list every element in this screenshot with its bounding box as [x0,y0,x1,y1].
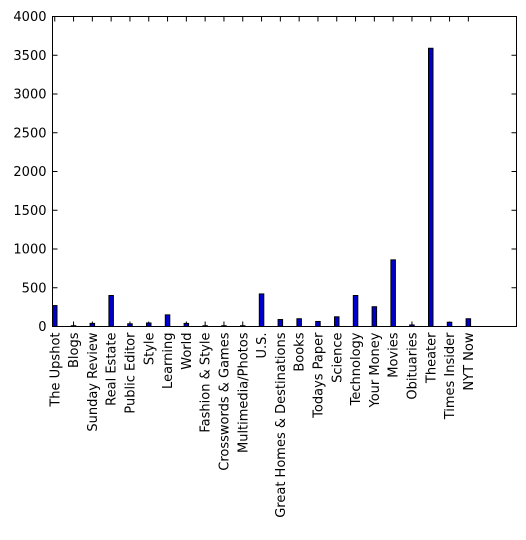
x-axis: The Upshot Blogs Sunday Review Real Estate P… [48,16,477,518]
bar [146,322,152,328]
y-tick-label: 2500 [13,126,46,141]
x-tick-label: Obituaries [405,332,420,399]
bar [428,47,434,328]
x-tick-label: Learning [161,333,176,389]
bar [465,318,472,327]
y-tick-label: 3500 [13,49,46,64]
bar [296,318,302,327]
x-tick-label: Technology [349,332,364,406]
x-tick-label: The Upshot [48,333,63,408]
bar [315,320,321,327]
x-tick-label: Sunday Review [86,332,101,432]
x-tick-label: Style [142,333,157,366]
y-tick-label: 1000 [13,243,46,258]
x-tick-label: Times Insider [443,332,458,420]
x-tick-label: World [180,333,195,370]
x-tick-label: Public Editor [123,332,138,414]
x-tick-label: Your Money [368,332,383,408]
x-tick-label: U.S. [255,333,270,359]
bar-series [52,47,472,328]
x-tick-label: Real Estate [105,333,120,406]
x-tick-label: Crosswords & Games [217,332,232,470]
x-tick-label: Blogs [67,332,82,368]
bar [334,316,340,327]
bar [164,314,171,327]
y-tick-label: 4000 [13,10,46,25]
bar [446,321,453,327]
bar [258,293,265,328]
bar [371,306,378,327]
x-tick-label: Great Homes & Destinations [274,332,289,517]
bar [352,295,359,327]
bar [390,259,396,328]
x-tick-label: Theater [424,332,439,384]
y-tick-label: 2000 [13,165,46,180]
bar [108,295,114,327]
y-tick-label: 1500 [13,204,46,219]
x-tick-label: Movies [387,332,402,377]
y-tick-label: 0 [38,320,46,335]
x-tick-label: Science [330,333,345,383]
x-tick-label: Books [293,332,308,371]
x-tick-label: Multimedia/Photos [236,332,251,453]
y-axis: 0 500 1000 1500 2000 2500 3000 3500 4000 [13,10,517,335]
x-tick-label: Fashion & Style [199,333,214,433]
x-tick-label: NYT Now [462,332,477,390]
plot-frame [52,16,517,327]
x-tick-label: Todays Paper [311,332,326,419]
bar [277,319,284,327]
y-tick-label: 3000 [13,88,46,103]
bar [52,305,58,328]
y-tick-label: 500 [22,281,47,296]
